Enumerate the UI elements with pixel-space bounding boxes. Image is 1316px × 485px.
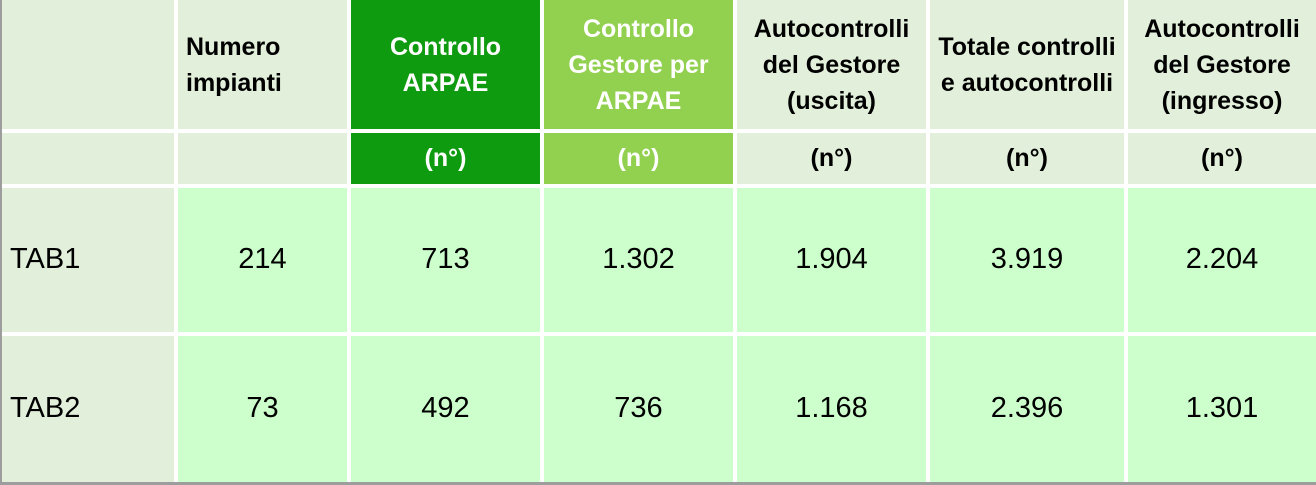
unit-cell-totale: (n°) <box>926 129 1128 188</box>
cell-tab2-controllo-arpae: 492 <box>347 331 544 482</box>
table-row-tab2: TAB2 73 492 736 1.168 2.396 1.301 <box>2 331 1316 482</box>
unit-cell-controllo-arpae: (n°) <box>347 129 544 188</box>
cell-tab2-autocontrolli-ingresso: 1.301 <box>1124 331 1316 482</box>
corner-cell <box>2 0 178 134</box>
row-label: TAB1 <box>2 183 178 336</box>
col-header-numero-impianti: Numero impianti <box>174 0 351 134</box>
cell-tab2-totale: 2.396 <box>926 331 1128 482</box>
cell-tab1-controllo-gestore: 1.302 <box>540 183 737 336</box>
unit-cell-autocontrolli-ingresso: (n°) <box>1124 129 1316 188</box>
table-row-tab1: TAB1 214 713 1.302 1.904 3.919 2.204 <box>2 183 1316 336</box>
col-header-autocontrolli-gestore-ingresso: Autocontrolli del Gestore (ingresso) <box>1124 0 1316 134</box>
cell-tab1-autocontrolli-ingresso: 2.204 <box>1124 183 1316 336</box>
cell-tab1-autocontrolli-uscita: 1.904 <box>733 183 930 336</box>
unit-row: (n°) (n°) (n°) (n°) (n°) <box>2 129 1316 188</box>
unit-cell-empty <box>2 129 178 188</box>
unit-cell-autocontrolli-uscita: (n°) <box>733 129 930 188</box>
row-label: TAB2 <box>2 331 178 482</box>
cell-tab2-controllo-gestore: 736 <box>540 331 737 482</box>
cell-tab1-totale: 3.919 <box>926 183 1128 336</box>
cell-tab2-autocontrolli-uscita: 1.168 <box>733 331 930 482</box>
cell-tab1-numero-impianti: 214 <box>174 183 351 336</box>
col-header-controllo-gestore-per-arpae: Controllo Gestore per ARPAE <box>540 0 737 134</box>
cell-tab2-numero-impianti: 73 <box>174 331 351 482</box>
cell-tab1-controllo-arpae: 713 <box>347 183 544 336</box>
unit-cell-controllo-gestore: (n°) <box>540 129 737 188</box>
unit-cell-numero-impianti <box>174 129 351 188</box>
col-header-controllo-arpae: Controllo ARPAE <box>347 0 544 134</box>
header-row: Numero impianti Controllo ARPAE Controll… <box>2 0 1316 134</box>
col-header-totale-controlli: Totale controlli e autocontrolli <box>926 0 1128 134</box>
col-header-autocontrolli-gestore-uscita: Autocontrolli del Gestore (uscita) <box>733 0 930 134</box>
